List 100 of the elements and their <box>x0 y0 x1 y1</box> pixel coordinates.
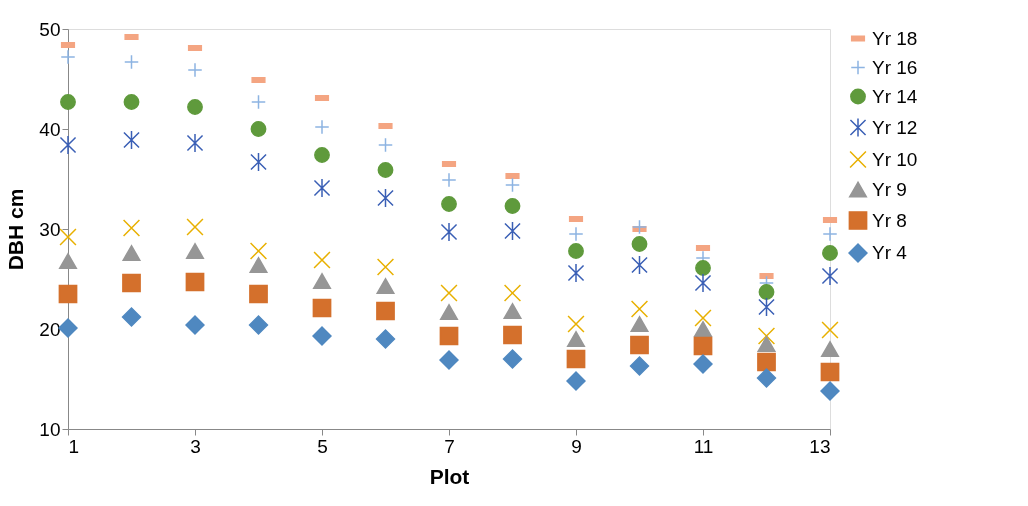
point <box>58 253 78 269</box>
point <box>439 304 459 320</box>
point <box>249 257 268 273</box>
point <box>249 284 268 304</box>
point <box>59 135 77 155</box>
x-tick-label: 11 <box>693 435 714 457</box>
point <box>567 315 585 333</box>
x-tick-label: 13 <box>809 435 831 457</box>
legend-label: Yr 4 <box>872 242 908 263</box>
point <box>185 243 205 259</box>
y-tick-label: 40 <box>39 118 61 140</box>
point <box>631 255 648 275</box>
point <box>441 172 457 188</box>
point <box>123 54 140 70</box>
point <box>629 356 650 376</box>
point <box>186 218 204 236</box>
point <box>693 321 713 337</box>
y-tick-label: 20 <box>39 318 61 340</box>
point <box>694 273 712 293</box>
x-tick-label: 7 <box>444 435 455 457</box>
point <box>248 315 269 335</box>
point <box>566 349 586 369</box>
legend-label: Yr 8 <box>872 209 907 231</box>
y-tick-label: 30 <box>39 218 61 240</box>
legend-label: Yr 18 <box>872 27 918 49</box>
point <box>503 325 522 345</box>
legend-label: Yr 10 <box>872 148 918 170</box>
point <box>758 297 775 317</box>
point <box>376 258 395 276</box>
legend-label: Yr 16 <box>872 56 918 78</box>
point <box>566 331 586 347</box>
point <box>249 242 268 260</box>
x-axis-title: Plot <box>429 464 470 488</box>
point <box>314 147 330 163</box>
point <box>122 273 141 293</box>
point <box>123 130 140 150</box>
point <box>821 266 839 286</box>
point <box>630 300 649 318</box>
point <box>630 316 649 332</box>
point <box>820 362 840 382</box>
point <box>567 263 585 283</box>
point <box>568 243 584 259</box>
point <box>568 226 584 242</box>
point <box>822 226 838 242</box>
x-tick-label: 1 <box>68 435 80 457</box>
y-tick-label: 50 <box>39 18 61 40</box>
x-tick-label: 5 <box>317 435 328 457</box>
legend-label: Yr 14 <box>872 85 918 107</box>
point <box>313 178 331 198</box>
point <box>504 221 521 241</box>
point <box>439 326 459 346</box>
point <box>312 326 332 346</box>
point <box>185 272 205 292</box>
point <box>59 228 77 246</box>
point <box>123 94 140 110</box>
point <box>122 219 141 237</box>
point <box>313 251 331 269</box>
point <box>756 368 777 388</box>
point <box>758 284 775 300</box>
point <box>631 236 648 252</box>
point <box>60 49 76 65</box>
point <box>440 222 458 242</box>
point <box>187 62 203 78</box>
point <box>502 349 523 369</box>
point <box>503 284 522 302</box>
point <box>60 94 76 110</box>
point <box>250 152 267 172</box>
point <box>250 94 267 110</box>
point <box>757 327 776 345</box>
point <box>820 381 840 401</box>
point <box>441 196 457 212</box>
point <box>376 278 395 294</box>
x-tick-label: 3 <box>190 435 201 457</box>
point <box>631 219 648 235</box>
legend-label: Yr 9 <box>872 178 907 200</box>
point <box>121 307 142 327</box>
point <box>693 354 713 374</box>
y-tick-label: 10 <box>39 418 61 440</box>
point <box>695 260 711 276</box>
point <box>503 303 522 319</box>
point <box>820 341 840 357</box>
point <box>822 245 838 261</box>
point <box>377 162 394 178</box>
y-axis-title: DBH cm <box>4 188 28 271</box>
point <box>314 119 330 135</box>
point <box>504 177 521 193</box>
point <box>566 371 586 391</box>
point <box>757 352 776 372</box>
x-tick-label: 9 <box>571 435 582 457</box>
point <box>312 298 332 318</box>
point <box>693 336 713 356</box>
point <box>250 121 267 137</box>
point <box>757 336 776 352</box>
point <box>58 318 78 338</box>
point <box>440 284 458 302</box>
point <box>630 335 649 355</box>
point <box>122 245 141 261</box>
point <box>375 329 396 349</box>
point <box>186 133 204 153</box>
point <box>821 321 839 339</box>
